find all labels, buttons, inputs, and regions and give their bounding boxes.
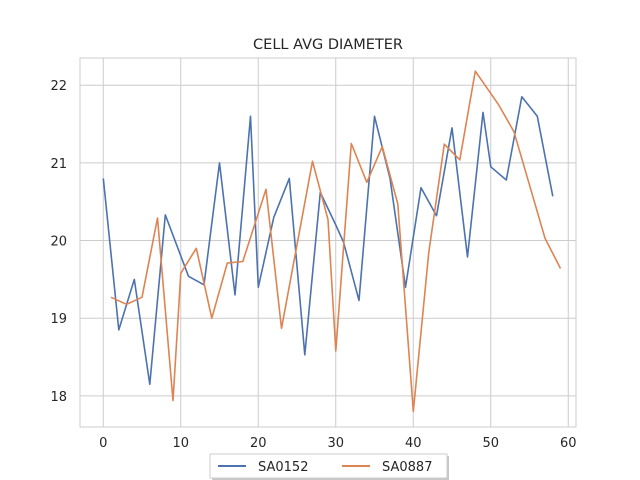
data-point [504, 177, 509, 182]
data-point [535, 114, 540, 119]
series-line-sa0887 [110, 70, 562, 413]
data-point [279, 326, 284, 331]
data-point [287, 176, 292, 181]
data-point [225, 261, 230, 266]
legend-label: SA0887 [382, 460, 432, 475]
x-tick-label: 10 [172, 436, 189, 451]
x-tick-label: 40 [405, 436, 422, 451]
data-point [209, 316, 214, 321]
data-point [132, 277, 137, 282]
data-point [240, 259, 245, 264]
data-point [395, 202, 400, 207]
data-point [473, 69, 478, 74]
data-point [442, 142, 447, 147]
data-point [124, 302, 129, 307]
x-tick-label: 30 [327, 436, 344, 451]
data-point [550, 194, 555, 199]
data-point [558, 266, 563, 271]
data-point [333, 348, 338, 353]
x-axis-ticks: 0 10 20 30 40 50 60 [99, 436, 576, 451]
series-line-sa0152 [102, 96, 554, 386]
y-tick-label: 22 [50, 79, 67, 94]
legend-box [209, 453, 448, 479]
data-point [140, 295, 145, 300]
data-point [256, 285, 261, 290]
data-point [194, 246, 199, 251]
data-point [419, 185, 424, 190]
data-point [310, 159, 315, 164]
y-axis-ticks: 18 19 20 21 22 [50, 79, 67, 405]
data-point [457, 157, 462, 162]
data-point [426, 250, 431, 255]
data-point [178, 271, 183, 276]
y-tick-label: 20 [50, 235, 67, 250]
chart-title: CELL AVG DIAMETER [253, 37, 403, 53]
data-point [481, 110, 486, 115]
data-point [488, 164, 493, 169]
data-point [349, 141, 354, 146]
grid [80, 58, 576, 427]
data-point [357, 298, 362, 303]
data-point [519, 94, 524, 99]
data-point [380, 144, 385, 149]
data-point [411, 409, 416, 414]
legend: SA0152 SA0887 [209, 453, 449, 480]
x-tick-label: 0 [99, 436, 107, 451]
plot-frame [79, 57, 577, 428]
data-point [372, 114, 377, 119]
data-point [333, 223, 338, 228]
data-point [217, 160, 222, 165]
data-point [248, 114, 253, 119]
data-point [326, 217, 331, 222]
data-point [271, 215, 276, 220]
x-tick-label: 60 [560, 436, 577, 451]
y-tick-label: 19 [50, 312, 67, 327]
data-point [364, 180, 369, 185]
data-point [101, 176, 106, 181]
legend-label: SA0152 [258, 460, 308, 475]
y-tick-label: 21 [50, 157, 67, 172]
data-point [512, 129, 517, 134]
x-tick-label: 20 [250, 436, 267, 451]
series-layer [101, 69, 563, 414]
data-point [233, 292, 238, 297]
data-point [171, 398, 176, 403]
data-point [155, 216, 160, 221]
y-tick-label: 18 [50, 390, 67, 405]
data-point [450, 125, 455, 130]
data-point [109, 295, 114, 300]
data-point [264, 187, 269, 192]
data-point [465, 254, 470, 259]
data-point [186, 274, 191, 279]
data-point [163, 212, 168, 217]
data-point [302, 352, 307, 357]
data-point [116, 327, 121, 332]
data-point [496, 102, 501, 107]
x-tick-label: 50 [482, 436, 499, 451]
data-point [543, 236, 548, 241]
data-point [147, 382, 152, 387]
